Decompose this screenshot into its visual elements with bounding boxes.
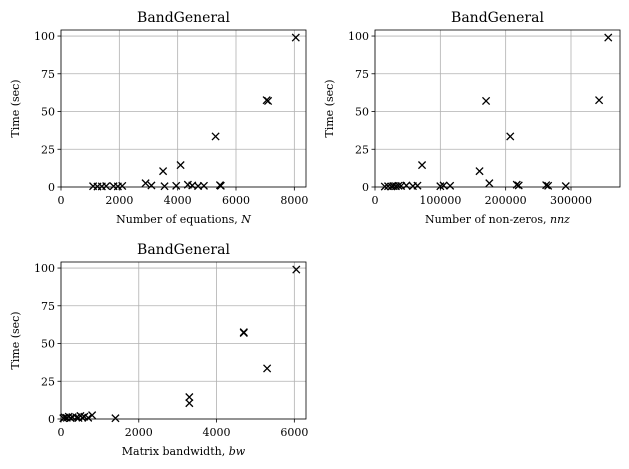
data-point xyxy=(111,414,120,423)
y-tick-label: 100 xyxy=(34,30,55,43)
data-point xyxy=(446,181,455,190)
y-tick-label: 0 xyxy=(362,181,369,194)
plot-frame xyxy=(60,29,307,188)
data-point xyxy=(439,181,448,190)
data-point xyxy=(394,181,403,190)
data-point xyxy=(239,328,248,338)
y-tick-label: 25 xyxy=(41,375,55,388)
chart-title: BandGeneral xyxy=(137,242,230,258)
data-point xyxy=(159,167,168,176)
y-tick-label: 100 xyxy=(348,30,369,43)
x-tick-label: 2000 xyxy=(105,194,133,207)
data-point xyxy=(402,181,411,190)
y-tick-label: 75 xyxy=(41,300,55,313)
data-point xyxy=(211,132,220,141)
y-tick-label: 0 xyxy=(48,413,55,426)
y-tick-label: 50 xyxy=(41,338,55,351)
y-tick-label: 100 xyxy=(34,262,55,275)
x-tick-label: 0 xyxy=(58,194,65,207)
subplot-equations: 0 2000 4000 6000 8000 0 25 50 75 100 BandGeneral Nu… xyxy=(9,10,308,226)
x-tick-label: 200000 xyxy=(485,194,527,207)
x-tick-label: 300000 xyxy=(550,194,592,207)
subplot-nonzeros: 0 100000 200000 300000 0 25 50 75 100 BandGeneral… xyxy=(323,10,621,226)
x-tick-label: 8000 xyxy=(280,194,308,207)
x-axis-label: Number of equations, N xyxy=(116,213,251,226)
data-point xyxy=(147,181,156,190)
x-tick-label: 6000 xyxy=(280,426,308,439)
x-tick-label: 4000 xyxy=(164,194,192,207)
data-point xyxy=(88,411,97,420)
data-point xyxy=(172,181,181,190)
data-point xyxy=(291,33,300,42)
x-tick-label: 100000 xyxy=(419,194,461,207)
x-tick-label: 4000 xyxy=(203,426,231,439)
data-point xyxy=(380,182,389,191)
plot-frame xyxy=(60,261,307,420)
data-point xyxy=(185,399,194,408)
y-tick-label: 25 xyxy=(41,143,55,156)
data-point xyxy=(482,96,491,106)
data-point xyxy=(292,265,301,274)
data-point xyxy=(102,182,111,191)
y-tick-label: 25 xyxy=(355,143,369,156)
y-axis-label: Time (sec) xyxy=(9,311,22,369)
chart-title: BandGeneral xyxy=(451,10,544,26)
x-tick-label: 6000 xyxy=(222,194,250,207)
data-point xyxy=(185,393,194,402)
subplot-bandwidth: 0 2000 4000 6000 0 25 50 75 100 BandGeneral Matrix… xyxy=(9,242,308,458)
y-tick-label: 50 xyxy=(41,106,55,119)
x-axis-label: Matrix bandwidth, bw xyxy=(122,445,246,458)
data-point xyxy=(514,181,523,190)
data-point xyxy=(413,181,422,190)
data-point xyxy=(506,132,515,141)
data-point xyxy=(604,33,613,42)
data-point xyxy=(160,182,169,191)
data-point xyxy=(264,96,273,106)
chart-title: BandGeneral xyxy=(137,10,230,26)
data-point xyxy=(263,364,272,373)
data-point xyxy=(141,179,150,188)
y-axis-label: Time (sec) xyxy=(323,79,336,137)
y-tick-label: 75 xyxy=(41,68,55,81)
x-tick-label: 0 xyxy=(372,194,379,207)
data-point xyxy=(561,182,570,191)
data-point xyxy=(176,161,185,170)
x-tick-label: 0 xyxy=(58,426,65,439)
y-tick-label: 0 xyxy=(48,181,55,194)
data-point xyxy=(216,181,225,190)
plot-frame xyxy=(374,29,621,188)
data-point xyxy=(118,181,127,191)
data-point xyxy=(199,181,208,190)
y-tick-label: 50 xyxy=(355,106,369,119)
data-point xyxy=(595,96,604,105)
data-point xyxy=(417,161,427,170)
data-point xyxy=(485,179,494,188)
data-point xyxy=(542,181,551,190)
data-point xyxy=(544,181,553,190)
y-tick-label: 75 xyxy=(355,68,369,81)
x-axis-label: Number of non-zeros, nnz xyxy=(425,213,570,226)
x-tick-label: 2000 xyxy=(125,426,153,439)
y-axis-label: Time (sec) xyxy=(9,79,22,137)
data-point xyxy=(475,167,484,176)
data-point xyxy=(84,413,93,422)
